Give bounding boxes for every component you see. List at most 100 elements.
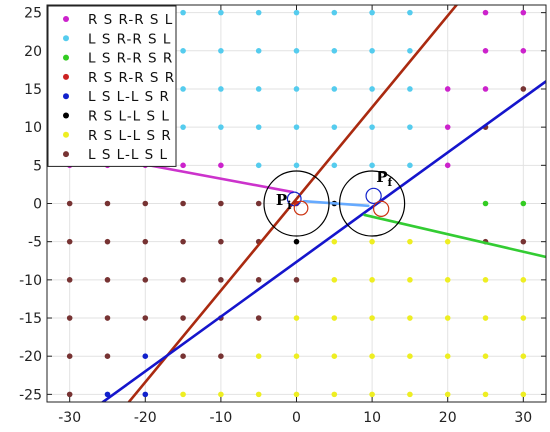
legend-label: R S R-R S L — [88, 12, 173, 28]
data-point — [482, 48, 489, 54]
legend-label: L S L-L S L — [88, 147, 168, 163]
point-label: Pf — [376, 168, 393, 189]
data-point — [520, 86, 527, 92]
data-point — [104, 277, 111, 283]
point-label: Pi — [276, 191, 291, 212]
data-point — [104, 200, 111, 207]
data-point — [369, 48, 375, 54]
y-tick-label: -10 — [19, 273, 42, 289]
data-point — [293, 162, 300, 169]
data-point — [218, 353, 224, 359]
y-tick-label: 25 — [24, 6, 42, 22]
data-point — [444, 124, 451, 130]
data-point — [218, 9, 224, 16]
data-point — [104, 353, 111, 359]
data-point — [218, 124, 224, 130]
data-point — [142, 238, 149, 245]
legend-marker — [63, 73, 69, 80]
data-point — [142, 315, 149, 321]
legend-box — [47, 5, 177, 167]
turning-circle — [263, 170, 330, 237]
data-point — [369, 315, 375, 321]
data-point — [180, 353, 186, 359]
data-point — [218, 200, 224, 207]
data-point — [255, 48, 262, 54]
y-tick-label: 15 — [24, 82, 42, 98]
trajectory-line — [127, 5, 459, 402]
x-tick-label: 30 — [514, 410, 532, 426]
data-point — [142, 200, 149, 207]
data-point — [520, 391, 527, 398]
trajectory-line — [363, 213, 546, 259]
legend-marker — [63, 54, 69, 61]
data-point — [180, 200, 186, 207]
data-point — [180, 277, 186, 283]
data-point — [331, 124, 338, 130]
x-tick-label: -20 — [134, 410, 157, 426]
point-annotations: Pi Pf — [276, 168, 394, 212]
data-point — [407, 353, 413, 359]
legend: R S R-R S L L S R-R S L L S R-R S R R S R-R… — [47, 5, 177, 167]
data-point — [407, 277, 413, 283]
data-point — [444, 391, 451, 398]
data-point — [407, 124, 413, 130]
data-point — [369, 277, 375, 283]
x-tick-label: 0 — [292, 410, 301, 426]
data-point — [331, 315, 338, 321]
data-point — [255, 9, 262, 16]
data-point — [104, 238, 111, 245]
data-point — [369, 353, 375, 359]
data-point — [482, 315, 489, 321]
data-point — [293, 315, 300, 321]
data-point — [520, 200, 527, 207]
data-point — [104, 391, 111, 398]
legend-label: R S L-L S R — [88, 128, 172, 144]
data-point — [180, 162, 186, 169]
data-point — [180, 9, 186, 16]
y-tick-label: 0 — [33, 197, 42, 213]
legend-label: L S R-R S L — [88, 31, 171, 47]
data-point — [482, 277, 489, 283]
data-point — [255, 162, 262, 169]
turning-circle — [365, 187, 382, 205]
legend-label: L S R-R S R — [88, 51, 173, 67]
data-point — [255, 353, 262, 359]
legend-marker — [63, 93, 69, 100]
data-point — [407, 48, 413, 54]
data-point — [520, 238, 527, 245]
data-point — [482, 391, 489, 398]
data-point — [255, 124, 262, 130]
data-point — [407, 315, 413, 321]
data-point — [482, 200, 489, 207]
data-point — [331, 48, 338, 54]
data-point — [66, 238, 73, 245]
data-point — [180, 86, 186, 92]
data-point — [407, 162, 413, 169]
data-point — [331, 9, 338, 16]
data-point — [407, 86, 413, 92]
data-point — [66, 315, 73, 321]
data-point — [218, 391, 224, 398]
data-point — [444, 277, 451, 283]
y-tick-label: -20 — [19, 349, 42, 365]
data-point — [520, 315, 527, 321]
data-point — [255, 277, 262, 283]
data-point — [293, 9, 300, 16]
axis-ticks: -30 -20 -10 0 10 20 30 -25 -20 -15 -10 -5 0 5 10 15 20 25 — [19, 5, 546, 426]
data-point — [520, 277, 527, 283]
data-point — [66, 277, 73, 283]
data-point — [331, 162, 338, 169]
data-point — [444, 353, 451, 359]
data-point — [482, 86, 489, 92]
data-point — [482, 9, 489, 16]
legend-label: R S R-R S R — [88, 70, 175, 86]
data-point — [255, 86, 262, 92]
y-tick-label: 20 — [24, 44, 42, 60]
data-point — [180, 391, 186, 398]
y-tick-label: 5 — [33, 158, 42, 174]
data-point — [369, 162, 375, 169]
data-point — [520, 48, 527, 54]
data-point — [293, 86, 300, 92]
data-point — [369, 9, 375, 16]
